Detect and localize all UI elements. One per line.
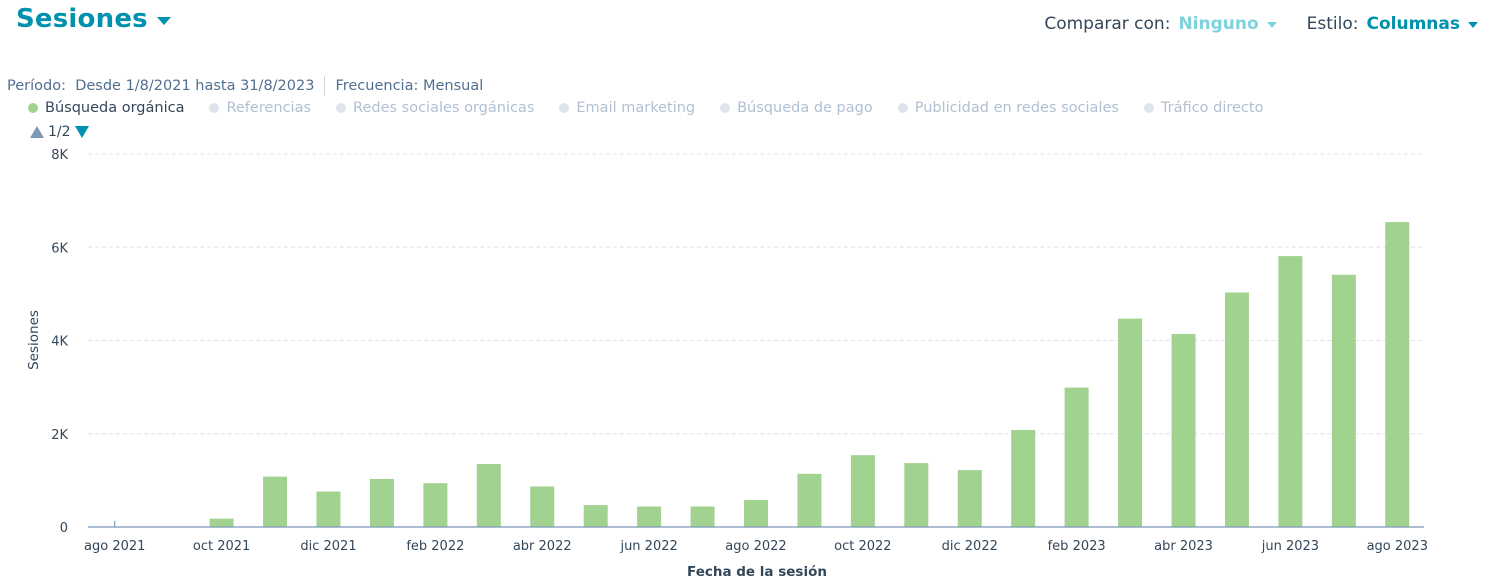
compare-dropdown[interactable]: Ninguno [1178, 14, 1259, 34]
chart-legend: Búsqueda orgánica Referencias Redes social… [28, 100, 1288, 116]
legend-item[interactable]: Tráfico directo [1143, 100, 1264, 116]
page-up-icon[interactable] [30, 126, 44, 138]
bar [1278, 256, 1303, 527]
bar [583, 505, 608, 527]
chevron-down-icon [1468, 22, 1478, 28]
legend-label: Redes sociales orgánicas [353, 100, 535, 116]
x-tick-label: dic 2021 [300, 539, 356, 554]
period-text: Período: Desde 1/8/2021 hasta 31/8/2023 [7, 78, 315, 94]
bar [904, 463, 929, 527]
report-title-dropdown[interactable]: Sesiones [16, 4, 171, 34]
bar [530, 486, 555, 527]
y-tick-label: 8K [51, 148, 68, 163]
y-tick-label: 6K [51, 241, 68, 256]
legend-dot-icon [720, 103, 731, 113]
x-tick-label: oct 2022 [834, 539, 891, 554]
legend-label: Publicidad en redes sociales [914, 100, 1119, 116]
report-meta: Período: Desde 1/8/2021 hasta 31/8/2023 … [7, 76, 483, 96]
legend-label: Email marketing [576, 100, 696, 116]
legend-pager: 1/2 [30, 124, 89, 140]
x-tick-label: jun 2022 [619, 539, 677, 554]
pager-text: 1/2 [48, 124, 71, 140]
y-axis-title: Sesiones [26, 310, 42, 370]
bar [369, 478, 394, 527]
bar [476, 464, 501, 527]
legend-label: Referencias [226, 100, 312, 116]
x-tick-label: feb 2023 [1048, 539, 1106, 554]
x-tick-label: jun 2023 [1261, 539, 1319, 554]
bar [1331, 274, 1356, 527]
bar [797, 473, 822, 527]
legend-label: Búsqueda orgánica [45, 100, 185, 116]
bar [744, 499, 768, 527]
legend-item[interactable]: Publicidad en redes sociales [897, 100, 1119, 116]
bar [1224, 292, 1249, 527]
bar [957, 470, 982, 527]
legend-dot-icon [209, 103, 220, 113]
style-dropdown[interactable]: Columnas [1366, 14, 1461, 34]
bar [637, 506, 662, 527]
legend-dot-icon [336, 103, 347, 113]
legend-item[interactable]: Redes sociales orgánicas [336, 100, 534, 116]
x-tick-label: oct 2021 [193, 539, 250, 554]
legend-dot-icon [897, 103, 908, 113]
bar [1011, 430, 1036, 527]
page-down-icon[interactable] [74, 126, 89, 138]
x-tick-label: feb 2022 [406, 539, 464, 554]
bar [1385, 222, 1410, 527]
legend-item[interactable]: Email marketing [559, 100, 695, 116]
frequency-text: Frecuencia: Mensual [335, 78, 484, 94]
style-label: Estilo: [1306, 14, 1359, 34]
bar [263, 476, 288, 527]
y-tick-label: 2K [51, 428, 68, 443]
chevron-down-icon [156, 16, 171, 25]
bar [690, 506, 715, 527]
y-tick-label: 0 [60, 521, 68, 536]
legend-dot-icon [559, 103, 570, 113]
x-tick-label: ago 2022 [725, 539, 786, 554]
x-tick-label: abr 2022 [513, 539, 572, 554]
bar [423, 483, 448, 527]
chevron-down-icon [1266, 22, 1277, 28]
legend-label: Búsqueda de pago [737, 100, 873, 116]
divider [324, 76, 326, 96]
compare-control: Comparar con: Ninguno [1044, 14, 1277, 34]
legend-item[interactable]: Referencias [209, 100, 311, 116]
page-title: Sesiones [16, 4, 148, 34]
y-tick-label: 4K [51, 335, 68, 350]
legend-label: Tráfico directo [1160, 100, 1264, 116]
x-tick-label: abr 2023 [1154, 539, 1213, 554]
style-control: Estilo: Columnas [1307, 14, 1478, 34]
bar [1064, 387, 1089, 527]
legend-dot-icon [28, 103, 38, 113]
legend-item[interactable]: Búsqueda de pago [720, 100, 873, 116]
bar [316, 491, 341, 527]
chart-controls: Comparar con: Ninguno Estilo: Columnas [1014, 14, 1478, 34]
legend-item[interactable]: Búsqueda orgánica [28, 100, 184, 116]
x-axis-title: Fecha de la sesión [687, 564, 827, 580]
bar [1171, 333, 1196, 527]
x-tick-label: ago 2021 [84, 539, 145, 554]
legend-dot-icon [1143, 103, 1154, 113]
x-tick-label: ago 2023 [1367, 539, 1428, 554]
bar [209, 518, 234, 527]
compare-label: Comparar con: [1044, 14, 1171, 34]
x-tick-label: dic 2022 [942, 539, 998, 554]
bar [850, 455, 875, 527]
bar [1118, 318, 1143, 527]
